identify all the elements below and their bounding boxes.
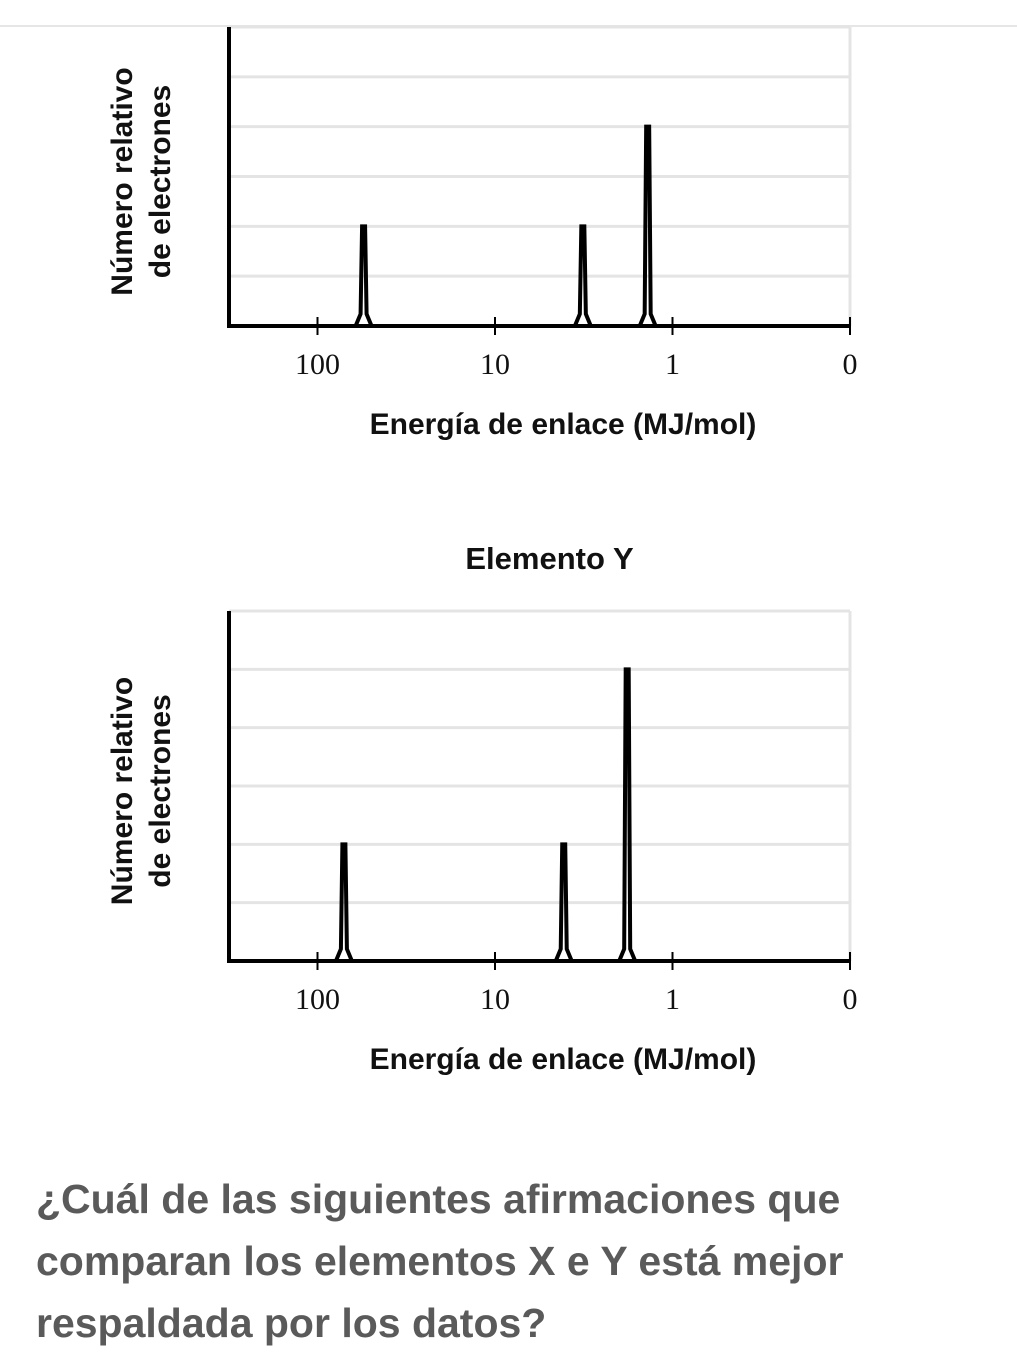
y-axis-label-line: Número relativo: [106, 67, 139, 295]
spectrum-peak: [553, 842, 574, 962]
chart-title: Elemento Y: [465, 541, 634, 576]
x-tick-label: 0: [843, 983, 858, 1016]
x-tick-label: 100: [295, 348, 340, 381]
spectrum-peak: [637, 124, 658, 327]
x-axis-label: Energía de enlace (MJ/mol): [370, 1043, 757, 1076]
y-axis-label-line: de electrones: [144, 85, 177, 278]
y-axis-label-line: de electrones: [144, 694, 177, 887]
x-tick-label: 100: [295, 983, 340, 1016]
x-tick-label: 1: [665, 348, 680, 381]
spectrum-peak: [617, 667, 638, 962]
y-axis-label-line: Número relativo: [106, 677, 139, 905]
x-tick-label: 1: [665, 983, 680, 1016]
x-tick-label: 0: [843, 348, 858, 381]
spectrum-peak: [334, 842, 354, 962]
y-axis-label: Número relativo de electrones: [106, 677, 177, 905]
x-tick-label: 10: [480, 983, 510, 1016]
x-tick-label: 10: [480, 348, 510, 381]
question-text: ¿Cuál de las siguientes afirmaciones que…: [36, 1176, 844, 1346]
spectrum-peak: [572, 224, 593, 327]
x-axis-label: Energía de enlace (MJ/mol): [370, 408, 757, 441]
y-axis-label: Número relativo de electrones: [106, 67, 177, 295]
spectrum-peak: [353, 224, 374, 327]
